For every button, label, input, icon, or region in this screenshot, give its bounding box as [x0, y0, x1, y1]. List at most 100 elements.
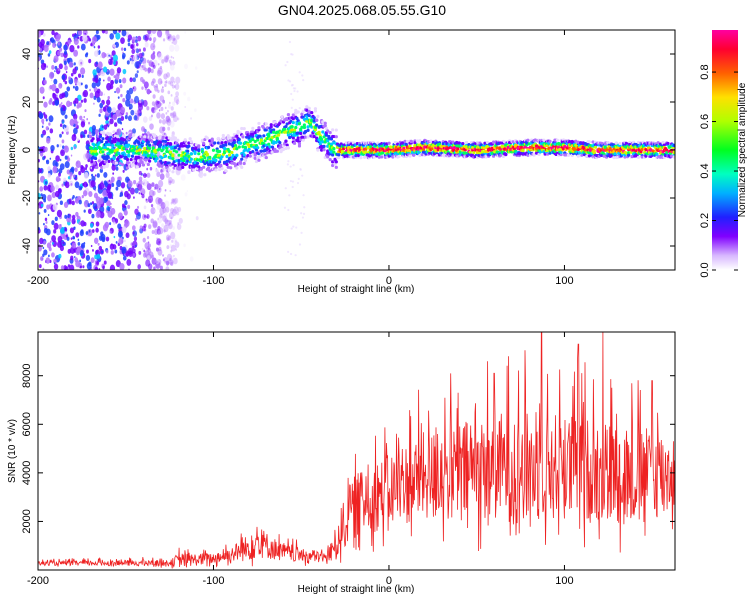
spectrogram-cell	[276, 133, 281, 137]
spectrogram-cell	[116, 135, 120, 139]
spectrogram-cell	[85, 231, 89, 235]
spectrogram-cell	[46, 204, 50, 210]
spectrogram-cell	[153, 209, 156, 213]
spectrogram-cell	[173, 81, 176, 84]
spectrogram-cell	[126, 258, 132, 266]
spectrogram-cell	[121, 246, 127, 254]
spectrogram-cell	[151, 229, 155, 235]
spectrogram-cell	[316, 114, 320, 118]
snr-ytick-label: 4000	[21, 461, 33, 485]
spectrogram-cell	[125, 166, 130, 170]
spectrogram-cell	[240, 157, 244, 161]
spectrogram-cell	[247, 147, 251, 151]
spectrogram-cell	[170, 76, 175, 83]
spectrogram-cell	[60, 84, 62, 87]
spectrogram-cell	[174, 83, 180, 91]
spectrogram-cell	[184, 31, 186, 34]
spectrogram-cell	[559, 152, 563, 157]
spectrogram-cell	[59, 47, 63, 52]
spectrogram-cell	[307, 111, 311, 115]
spectrogram-cell	[42, 222, 45, 226]
spectrogram-cell	[91, 229, 95, 233]
spectrogram-cell	[70, 146, 74, 151]
spectrogram-cell	[133, 236, 138, 242]
spectrogram-cell	[82, 89, 89, 98]
spectrogram-cell	[93, 156, 98, 161]
spectrogram-cell	[109, 84, 114, 90]
spectrogram-cell	[176, 102, 179, 105]
spectrogram-cell	[563, 145, 567, 149]
spectrogram-cell	[291, 120, 295, 125]
spectrogram-cell	[296, 110, 300, 114]
spectrogram-cell	[256, 138, 260, 142]
spectrogram-cell	[90, 166, 93, 170]
spectrogram-cell	[256, 146, 260, 150]
spectrogram-cell	[172, 198, 177, 205]
spectrogram-cell	[618, 141, 622, 146]
spectrogram-cell	[326, 144, 330, 148]
spectrogram-cell	[90, 160, 94, 164]
spectrogram-cell	[272, 128, 276, 132]
spectrogram-cell	[158, 109, 161, 112]
spectrogram-cell	[168, 59, 172, 64]
spectrogram-cell	[122, 68, 127, 75]
spectrogram-cell	[214, 168, 218, 172]
spectrogram-cell	[143, 205, 147, 210]
spectrogram-cell	[62, 121, 64, 124]
chart-title: GN04.2025.068.05.55.G10	[278, 2, 446, 18]
spectrogram-cell	[241, 135, 245, 139]
spectrogram-cell	[177, 153, 181, 157]
spectrogram-cell	[132, 151, 136, 155]
spectrogram-cell	[159, 95, 165, 102]
spectrogram-cell	[121, 128, 124, 131]
spectrogram-cell	[184, 105, 186, 109]
spectrogram-cell	[165, 234, 171, 241]
spectrogram-cell	[136, 205, 140, 209]
spectrogram-cell	[195, 216, 199, 221]
spectrogram-cell	[109, 230, 112, 234]
spectrogram-cell	[97, 45, 101, 49]
spectrogram-cell	[135, 35, 138, 39]
spectrogram-cell	[396, 142, 400, 146]
spectrogram-cell	[227, 149, 232, 154]
spectrogram-cell	[63, 60, 67, 65]
spectrogram-cell	[142, 128, 146, 132]
spectrogram-cell	[219, 144, 223, 149]
spectrogram-cell	[84, 167, 88, 171]
spectrogram-cell	[95, 210, 101, 219]
spectrogram-cell	[59, 133, 62, 138]
spectrogram-cell	[51, 83, 57, 92]
spectrogram-cell	[44, 217, 48, 222]
spectrogram-cell	[300, 125, 304, 129]
spectrogram-cell	[226, 159, 230, 163]
spectrogram-cell	[169, 222, 171, 226]
spectrogram-cell	[281, 147, 286, 151]
spectrogram-cell	[74, 226, 76, 229]
spectrogram-cell	[103, 79, 105, 82]
spectrogram-cell	[331, 153, 335, 157]
spectrogram-cell	[176, 138, 180, 142]
spectrogram-cell	[53, 55, 59, 63]
spectrogram-cell	[57, 51, 61, 56]
spectrogram-cell	[160, 113, 166, 120]
spectrogram-cell	[90, 202, 92, 205]
spectrogram-cell	[231, 154, 235, 159]
spectrogram-cell	[413, 141, 417, 145]
spectrogram-ytick-label: 20	[21, 96, 33, 108]
spectrogram-cell	[77, 30, 83, 36]
spectrogram-cell	[237, 145, 241, 149]
spectrogram-cell	[115, 241, 118, 244]
spectrogram-cell	[132, 54, 138, 62]
spectrogram-cell	[289, 179, 293, 183]
spectrogram-cell	[87, 203, 91, 208]
spectrogram-cell	[292, 163, 295, 167]
spectrogram-cell	[164, 57, 168, 63]
spectrogram-cell	[163, 132, 166, 136]
spectrogram-cell	[301, 216, 305, 219]
spectrogram-cell	[333, 157, 337, 161]
spectrogram-cell	[162, 126, 166, 132]
spectrogram-cell	[56, 209, 63, 218]
spectrogram-cell	[109, 118, 114, 125]
spectrogram-cell	[587, 140, 591, 144]
spectrogram-cell	[627, 151, 631, 155]
